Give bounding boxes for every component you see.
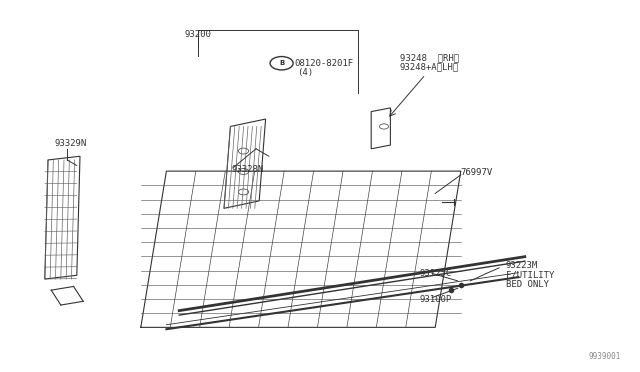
Text: 93223M: 93223M <box>506 262 538 270</box>
Text: B: B <box>279 60 284 66</box>
Text: F/UTILITY: F/UTILITY <box>506 271 554 280</box>
Text: BED ONLY: BED ONLY <box>506 280 548 289</box>
Text: 93125C: 93125C <box>419 269 451 278</box>
Text: 76997V: 76997V <box>461 169 493 177</box>
Text: (4): (4) <box>298 68 314 77</box>
Text: 9939001: 9939001 <box>588 352 621 361</box>
Text: 93100P: 93100P <box>419 295 451 304</box>
Text: 93248+A〈LH〉: 93248+A〈LH〉 <box>400 62 459 71</box>
Text: 93248  〈RH〉: 93248 〈RH〉 <box>400 53 459 62</box>
Text: 93329N: 93329N <box>54 139 86 148</box>
Text: 93200: 93200 <box>185 30 212 39</box>
Text: 08120-8201F: 08120-8201F <box>294 59 353 68</box>
Text: 93328N: 93328N <box>232 165 264 174</box>
